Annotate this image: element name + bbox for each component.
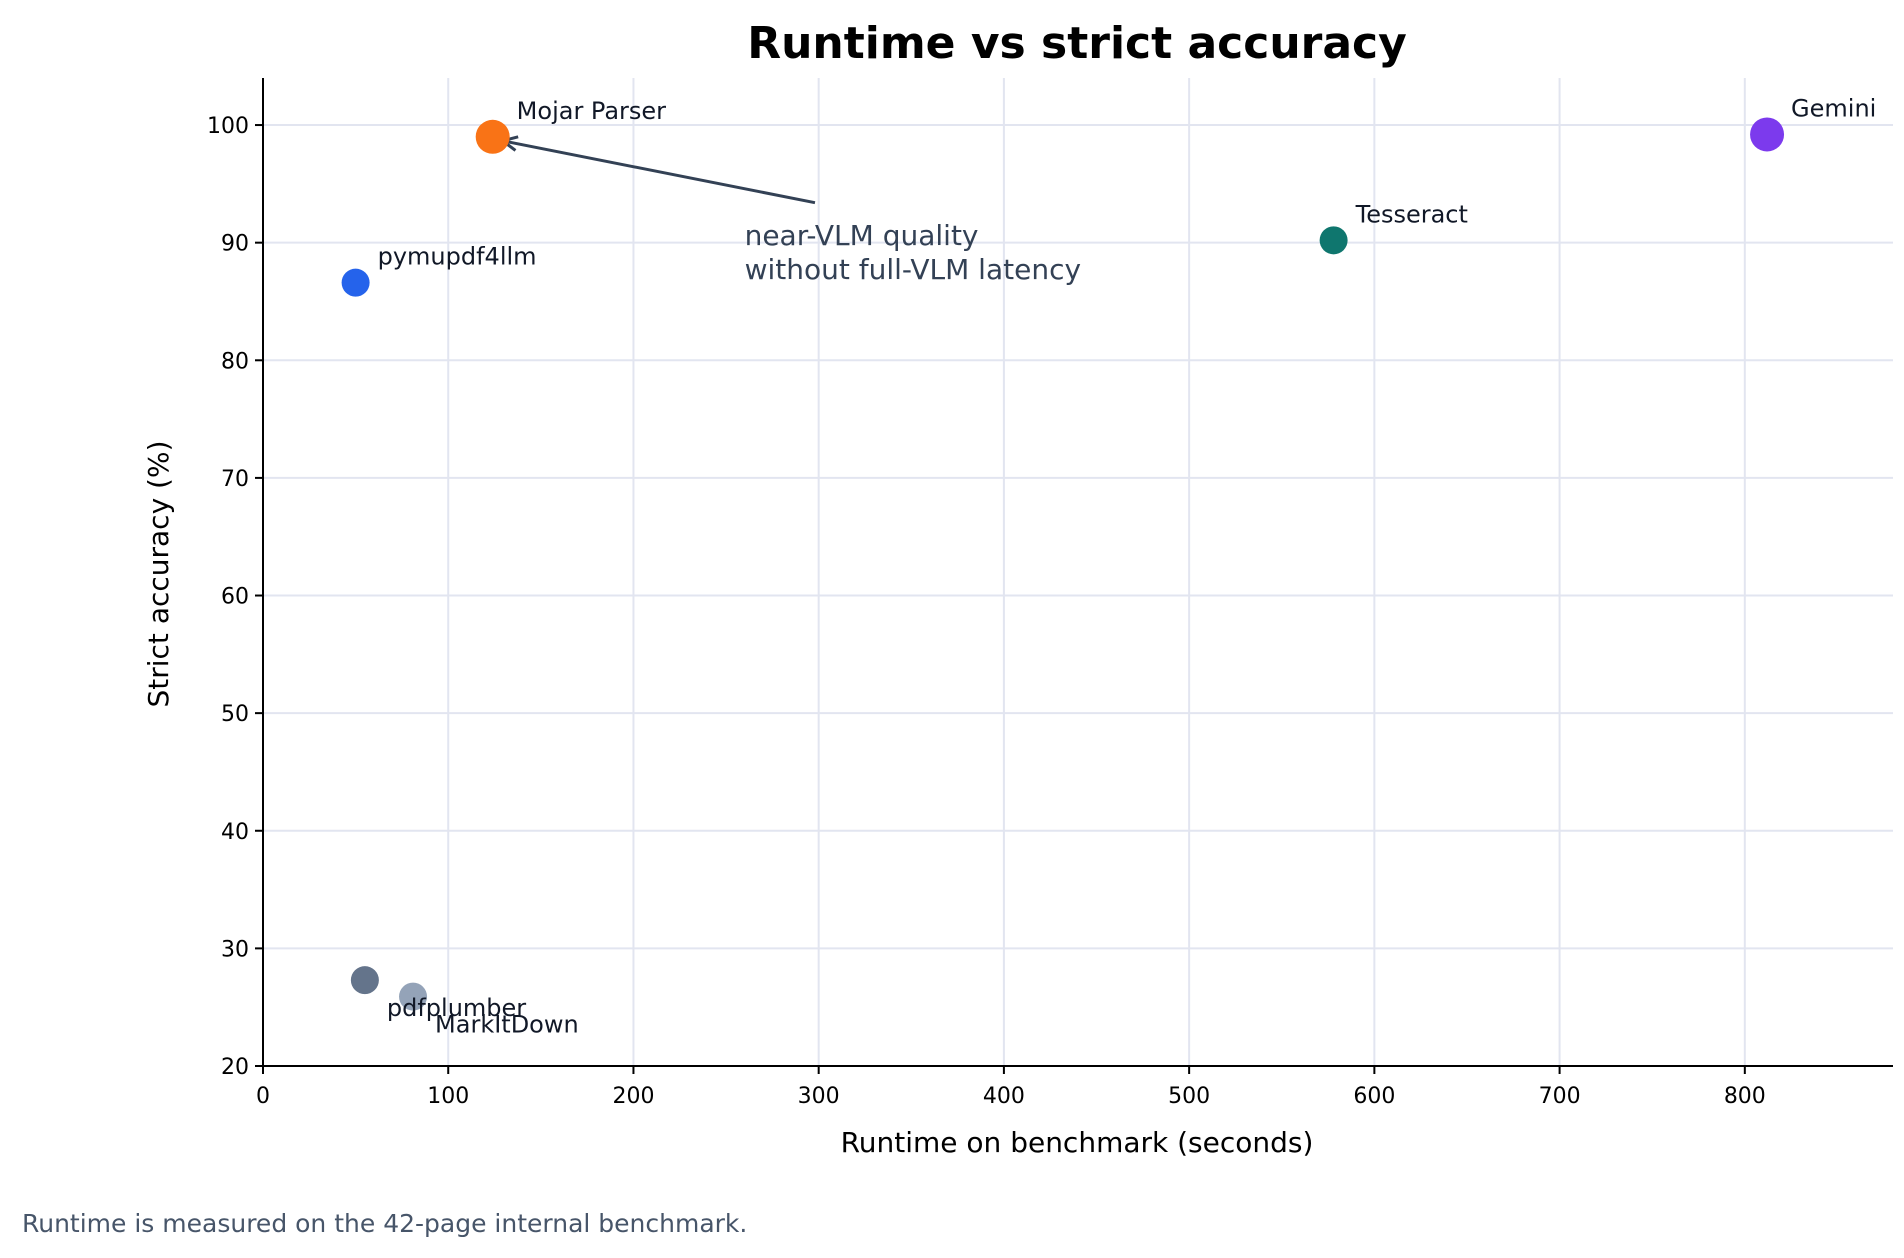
x-tick-label: 600 [1353,1084,1395,1109]
point-label-gemini: Gemini [1791,94,1876,122]
x-axis-label: Runtime on benchmark (seconds) [841,1126,1314,1159]
x-tick-label: 400 [983,1084,1025,1109]
y-tick-label: 30 [221,937,249,962]
point-label-pymupdf4llm: pymupdf4llm [378,243,537,271]
x-tick-label: 300 [798,1084,840,1109]
y-tick-label: 50 [221,702,249,727]
x-tick-label: 0 [256,1084,270,1109]
point-pymupdf4llm [341,268,370,297]
annotation-arrow [502,139,816,205]
point-pdfplumber [350,966,379,995]
y-tick-label: 40 [221,820,249,845]
axes: 0 100 200 300 400 500 600 700 800 20 30 40 50 60 70 80 9… [207,78,1893,1109]
footnote: Runtime is measured on the 42-page inter… [22,1209,747,1238]
chart-title: Runtime vs strict accuracy [747,18,1407,69]
point-markitdown [399,982,428,1011]
y-axis-label: Strict accuracy (%) [142,441,175,708]
point-label-tesseract: Tesseract [1355,200,1468,228]
point-label-pdfplumber: pdfplumber [387,994,526,1022]
x-tick-label: 800 [1724,1084,1766,1109]
point-label-mojar-parser: Mojar Parser [517,97,667,125]
grid [263,78,1893,1066]
x-tick-label: 700 [1539,1084,1581,1109]
y-tick-label: 80 [221,349,249,374]
point-label-markitdown: MarkItDown [435,1011,579,1039]
y-tick-label: 100 [207,114,249,139]
annotation-text: without full-VLM latency [745,253,1081,286]
x-tick-label: 200 [612,1084,654,1109]
data-points [341,117,1785,1011]
point-labels: Mojar Parser Gemini Tesseract pymupdf4llm pd… [378,94,1877,1038]
point-mojar-parser [475,119,510,154]
x-tick-label: 500 [1168,1084,1210,1109]
point-gemini [1750,117,1785,152]
y-tick-label: 70 [221,467,249,492]
point-tesseract [1319,226,1348,255]
y-tick-label: 90 [221,232,249,257]
y-tick-label: 20 [221,1055,249,1080]
y-tick-label: 60 [221,585,249,610]
x-tick-label: 100 [427,1084,469,1109]
annotation-text: near-VLM quality [745,219,979,252]
